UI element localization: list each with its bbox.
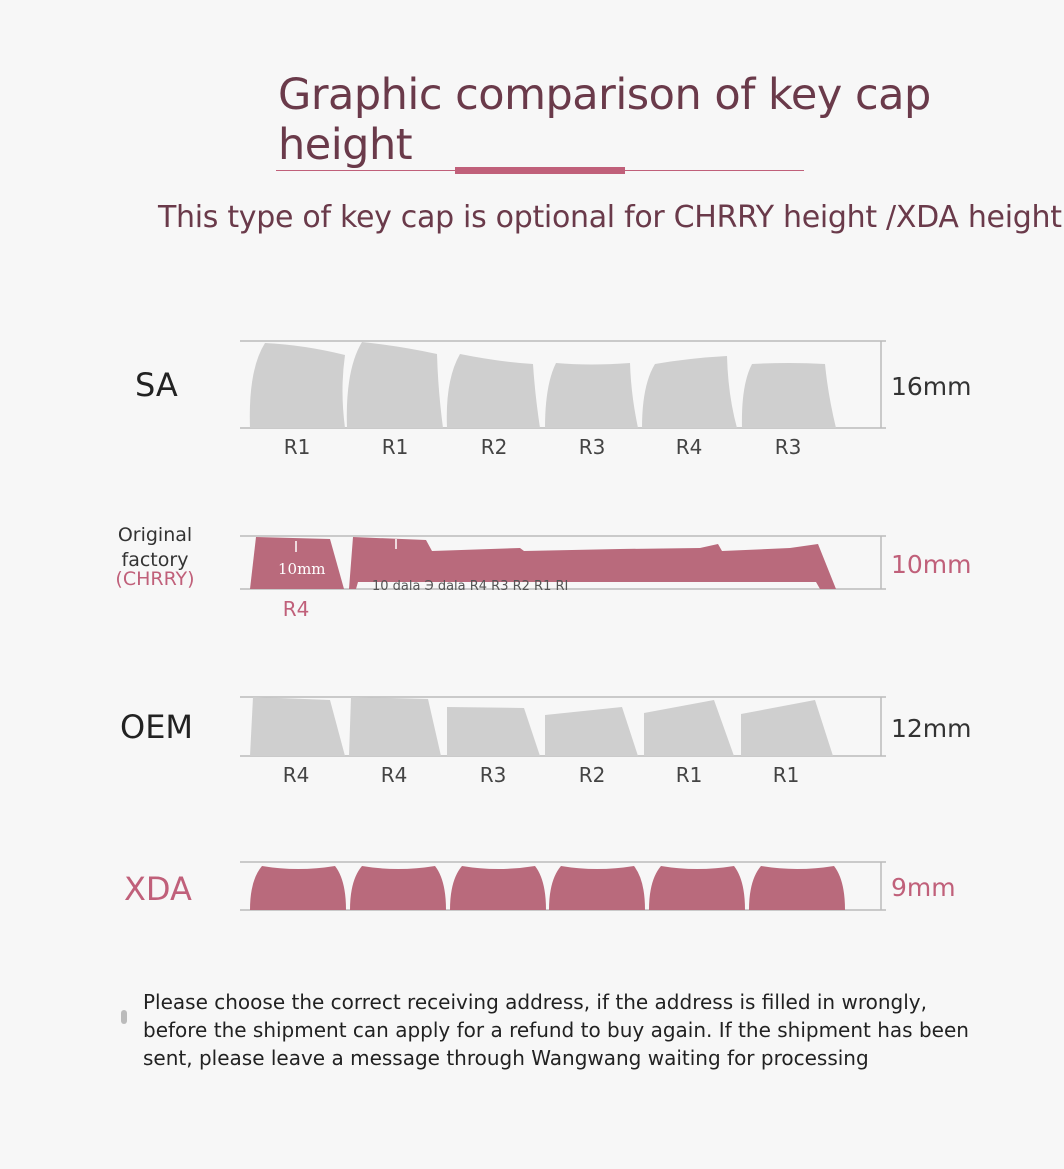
sa-label: SA <box>135 366 178 404</box>
oem-keycap <box>447 707 540 756</box>
page-title: Graphic comparison of key cap height <box>278 70 931 170</box>
sa-keycap <box>741 363 836 428</box>
oem-profile-row <box>240 696 886 757</box>
shipping-note: Please choose the correct receiving addr… <box>143 990 969 1070</box>
cherry-keycap-group <box>349 537 836 589</box>
xda-keycap <box>549 866 645 910</box>
oem-keycap <box>349 697 441 756</box>
sa-row-code: R2 <box>480 435 508 459</box>
sa-height: 16mm <box>891 372 972 401</box>
cherry-label-line3: (CHRRY) <box>115 568 195 590</box>
oem-row-code: R3 <box>479 763 507 787</box>
note-bullet <box>121 1010 127 1024</box>
sa-keycap <box>249 343 345 428</box>
sa-keycap <box>642 356 737 428</box>
xda-profile-row <box>240 861 886 911</box>
oem-row-code: R2 <box>578 763 606 787</box>
oem-row-code: R1 <box>675 763 703 787</box>
oem-row-code: R4 <box>380 763 408 787</box>
title-divider-accent <box>455 167 625 174</box>
sa-row-code: R1 <box>381 435 409 459</box>
oem-keycap <box>741 700 833 756</box>
cherry-label: Original factory (CHRRY) <box>100 523 210 592</box>
sa-row-code: R3 <box>578 435 606 459</box>
oem-height: 12mm <box>891 714 972 743</box>
cherry-keycap <box>250 537 344 589</box>
xda-keycap <box>649 866 745 910</box>
xda-height: 9mm <box>891 873 956 902</box>
cherry-height: 10mm <box>891 550 972 579</box>
xda-keycap <box>250 866 346 910</box>
xda-keycap <box>749 866 845 910</box>
cherry-label-line1: Original <box>117 524 193 546</box>
cherry-cap-label: 10mm <box>278 560 326 578</box>
sa-row-code: R4 <box>675 435 703 459</box>
oem-keycap <box>644 700 734 756</box>
xda-keycap <box>350 866 446 910</box>
sa-row-code: R3 <box>774 435 802 459</box>
sa-keycap <box>545 363 638 428</box>
cherry-label-line2: factory <box>121 549 189 571</box>
oem-row-code: R4 <box>282 763 310 787</box>
cherry-profile-row <box>240 535 886 590</box>
sa-profile-row <box>240 340 886 429</box>
xda-keycap <box>450 866 546 910</box>
oem-keycap <box>250 697 345 756</box>
sa-row-code: R1 <box>283 435 311 459</box>
cherry-row-code: R4 <box>282 597 310 621</box>
xda-label: XDA <box>124 870 192 908</box>
cherry-overlay-text: 10 dala Э dala R4 R3 R2 R1 RI <box>372 579 569 594</box>
sa-keycap <box>446 354 540 428</box>
oem-label: OEM <box>120 708 194 746</box>
subtitle: This type of key cap is optional for CHR… <box>158 200 1062 235</box>
oem-row-code: R1 <box>772 763 800 787</box>
sa-keycap <box>346 342 443 428</box>
oem-keycap <box>545 707 638 756</box>
